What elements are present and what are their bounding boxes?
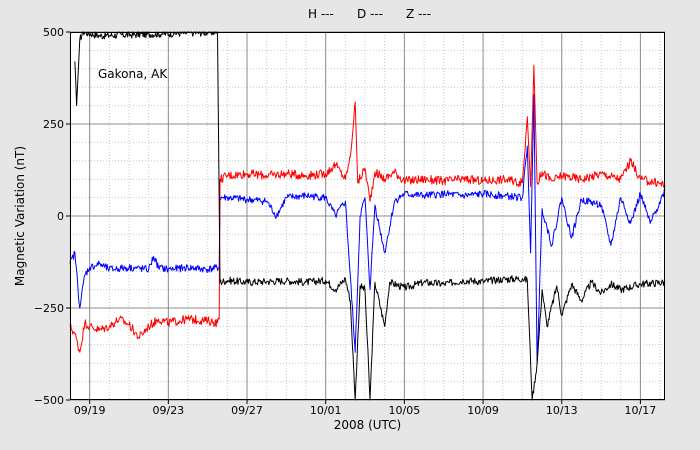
legend-entry-d: D --- [357,7,383,21]
x-tick-label: 10/05 [389,404,421,417]
x-tick-label: 10/17 [625,404,657,417]
series-line-d [69,64,666,353]
y-tick-label: 0 [57,210,64,223]
y-tick-label: −500 [34,394,64,407]
x-tick-label: 10/01 [310,404,342,417]
x-axis-label: 2008 (UTC) [334,418,402,432]
plot-frame [70,32,665,400]
x-tick-label: 10/09 [467,404,499,417]
x-axis-ticks: 09/19 09/23 09/27 10/01 10/05 10/09 10/13 10/17 [74,400,656,417]
x-tick-label: 09/19 [74,404,106,417]
x-tick-label: 09/27 [231,404,263,417]
y-tick-label: 250 [43,118,64,131]
series-line-h [74,31,666,401]
legend-entry-z: Z --- [406,7,431,21]
y-axis-ticks: 500 250 0 −250 −500 [34,26,70,407]
station-annotation: Gakona, AK [98,67,168,81]
legend: H --- D --- Z --- [308,7,431,21]
legend-entry-h: H --- [308,7,334,21]
y-tick-label: −250 [34,302,64,315]
series-lines [69,31,666,401]
y-tick-label: 500 [43,26,64,39]
x-tick-label: 09/23 [152,404,184,417]
series-line-z [69,94,666,364]
y-axis-label: Magnetic Variation (nT) [13,146,27,286]
x-tick-label: 10/13 [546,404,578,417]
